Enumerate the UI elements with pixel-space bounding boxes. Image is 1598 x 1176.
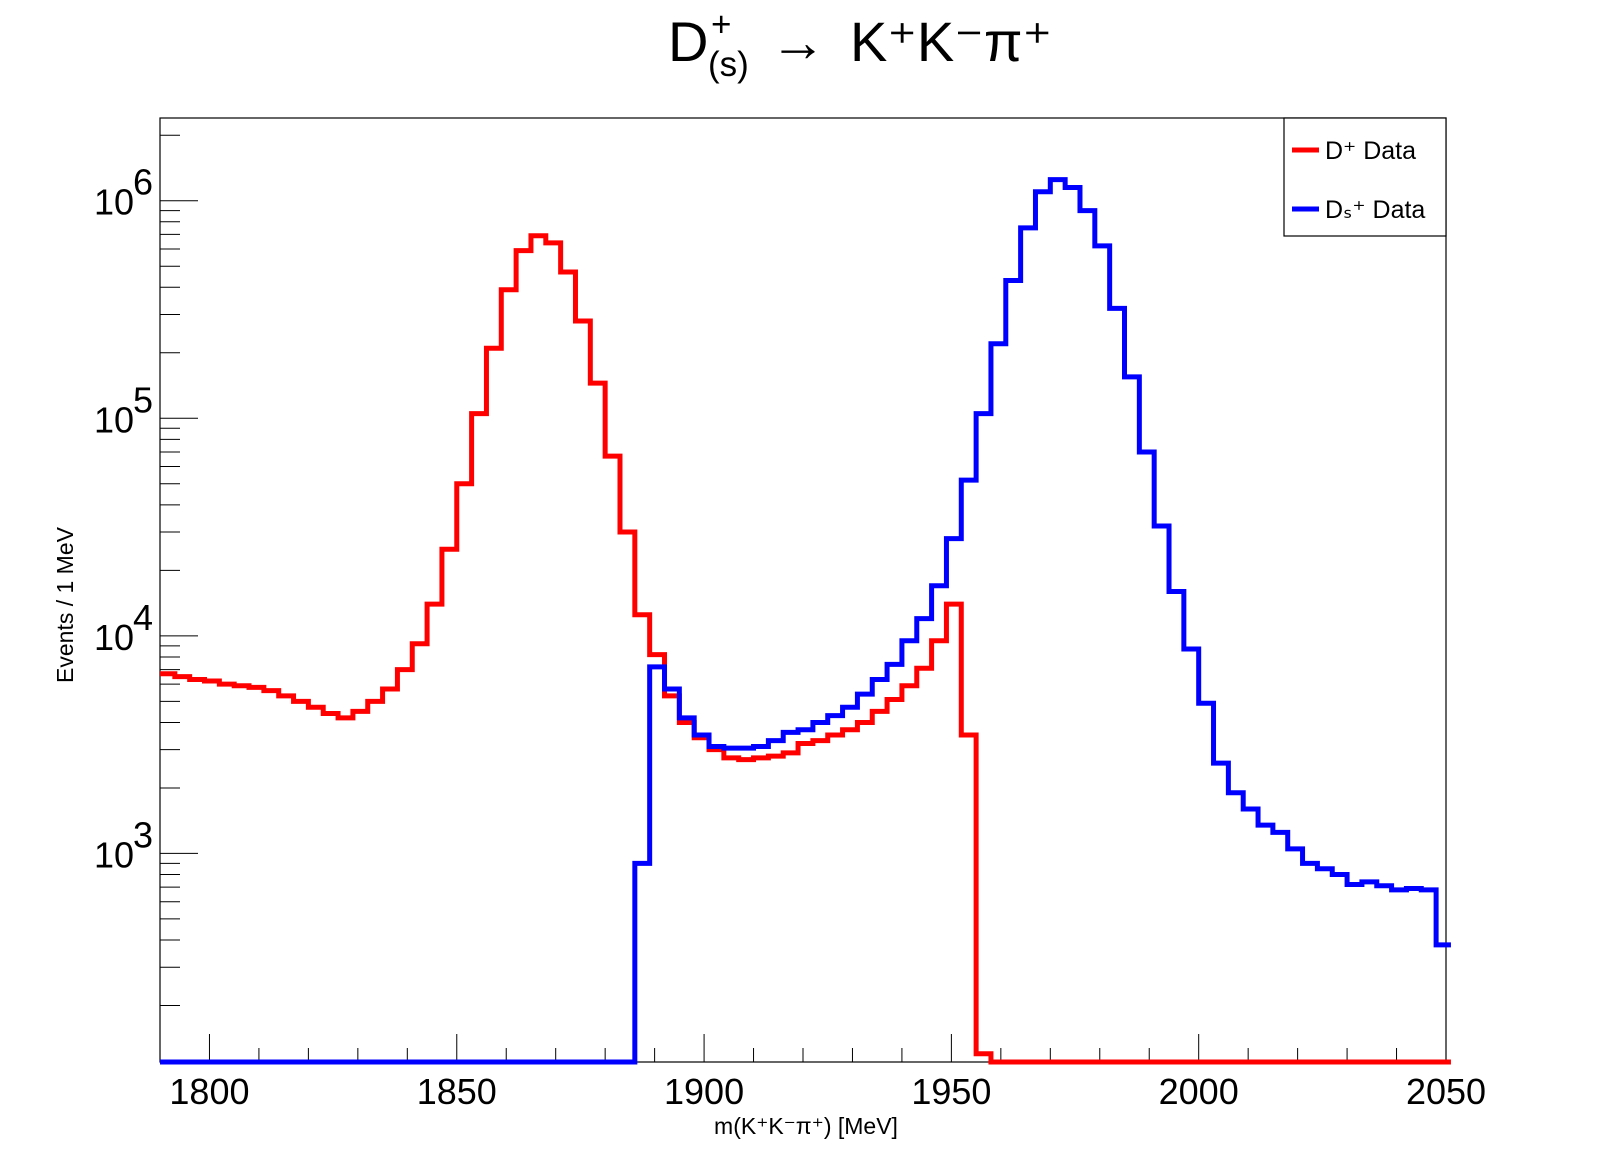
y-tick-label-exponent: 3 xyxy=(133,814,153,855)
x-axis-ticks xyxy=(208,1034,1447,1062)
title-main: D xyxy=(668,10,708,73)
x-tick-label: 1850 xyxy=(417,1071,497,1112)
y-tick-label-exponent: 4 xyxy=(133,597,153,638)
x-axis-title: m(K⁺K⁻π⁺) [MeV] xyxy=(714,1113,898,1139)
y-tick-label-base: 10 xyxy=(94,617,134,658)
legend-label-d-plus: D⁺ Data xyxy=(1325,137,1416,165)
y-axis-title: Events / 1 MeV xyxy=(52,526,78,683)
y-tick-label-base: 10 xyxy=(94,834,134,875)
title-sub: (s) xyxy=(708,45,749,84)
x-tick-label: 1900 xyxy=(664,1071,744,1112)
y-tick-label-exponent: 6 xyxy=(133,162,153,203)
y-axis-ticks xyxy=(160,134,198,1007)
plot-frame xyxy=(159,117,1447,1063)
legend-box xyxy=(1283,117,1447,237)
x-tick-label: 1950 xyxy=(911,1071,991,1112)
legend: D⁺ Data Dₛ⁺ Data xyxy=(1283,117,1447,237)
x-tick-label: 1800 xyxy=(169,1071,249,1112)
y-tick-label-base: 10 xyxy=(94,399,134,440)
title-sup: + xyxy=(711,5,731,44)
y-tick-label-exponent: 5 xyxy=(133,379,153,420)
title-arrow: → xyxy=(770,10,826,73)
series-d-plus-data xyxy=(160,233,1451,1065)
title-rest: K⁺K⁻π⁺ xyxy=(850,10,1052,73)
x-tick-label: 2050 xyxy=(1406,1071,1486,1112)
x-axis-tick-labels: 1800 1850 1900 1950 2000 2050 xyxy=(169,1071,1486,1112)
x-tick-label: 2000 xyxy=(1159,1071,1239,1112)
chart-title: D + (s) → K⁺K⁻π⁺ xyxy=(668,5,1052,84)
legend-label-ds-plus: Dₛ⁺ Data xyxy=(1325,196,1425,224)
y-tick-label-base: 10 xyxy=(94,182,134,223)
series-ds-plus-data xyxy=(160,177,1451,1065)
